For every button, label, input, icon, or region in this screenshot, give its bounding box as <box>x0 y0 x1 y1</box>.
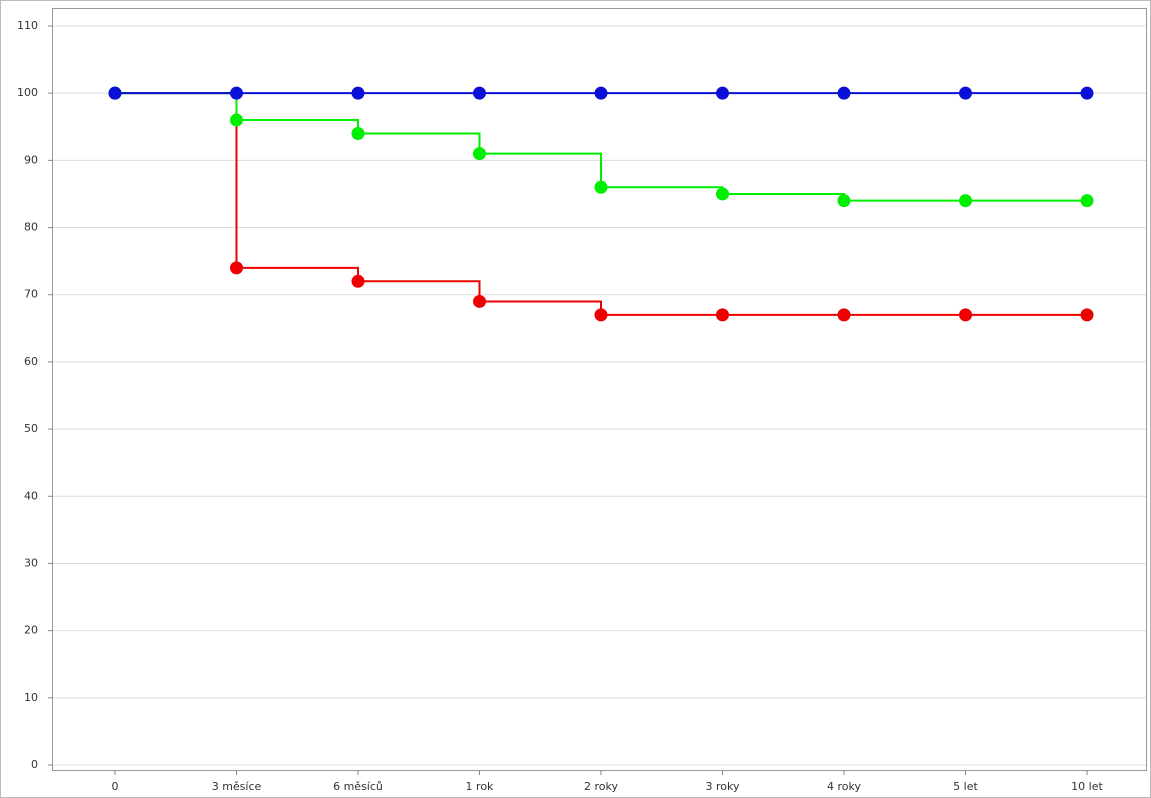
x-tick-label: 10 let <box>1071 780 1103 793</box>
point <box>837 194 851 208</box>
point <box>959 194 972 208</box>
y-tick-label: 10 <box>24 691 38 704</box>
line-segment <box>479 152 602 188</box>
point <box>351 86 365 100</box>
line-segment <box>358 132 481 154</box>
point <box>1080 194 1094 208</box>
point <box>959 86 972 100</box>
x-tick-label: 3 měsíce <box>212 780 262 793</box>
line-segment <box>358 280 481 302</box>
x-tick-label: 6 měsíců <box>333 780 383 793</box>
point <box>230 86 243 100</box>
y-tick-label: 110 <box>17 19 38 32</box>
x-tick-label: 2 roky <box>584 780 618 793</box>
y-tick-label: 20 <box>24 624 38 637</box>
point <box>594 86 608 100</box>
point <box>1080 86 1094 100</box>
y-tick-label: 90 <box>24 153 38 166</box>
point <box>594 308 608 322</box>
point <box>108 86 122 100</box>
point <box>594 180 608 194</box>
point <box>351 126 365 140</box>
plot-area <box>52 8 1147 771</box>
point <box>837 308 851 322</box>
point <box>716 187 729 201</box>
point <box>230 113 243 127</box>
point <box>716 308 729 322</box>
x-tick-label: 1 rok <box>466 780 495 793</box>
x-tick-label: 4 roky <box>827 780 861 793</box>
point <box>473 86 486 100</box>
point <box>716 86 729 100</box>
x-tick-label: 0 <box>112 780 119 793</box>
y-tick-label: 60 <box>24 355 38 368</box>
y-tick-label: 70 <box>24 288 38 301</box>
y-tick-label: 30 <box>24 556 38 569</box>
point <box>473 147 486 161</box>
y-tick-label: 100 <box>17 86 38 99</box>
y-tick-label: 0 <box>31 758 38 771</box>
point <box>351 274 365 288</box>
point <box>230 261 243 275</box>
y-tick-label: 40 <box>24 489 38 502</box>
point <box>473 294 486 308</box>
y-tick-label: 80 <box>24 221 38 234</box>
point <box>959 308 972 322</box>
x-tick-label: 5 let <box>953 780 978 793</box>
x-tick-label: 3 roky <box>706 780 740 793</box>
point <box>837 86 851 100</box>
y-tick-label: 50 <box>24 422 38 435</box>
point <box>1080 308 1094 322</box>
